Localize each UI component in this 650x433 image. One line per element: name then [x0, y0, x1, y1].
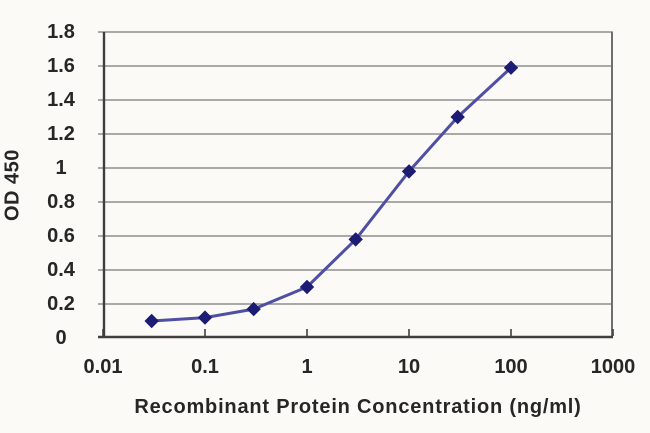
- plot-area: [98, 31, 614, 339]
- data-point-marker: [450, 109, 465, 125]
- data-point-marker: [401, 164, 417, 179]
- x-axis-title: Recombinant Protein Concentration (ng/ml…: [134, 396, 582, 418]
- data-point-marker: [246, 301, 261, 317]
- y-tick-label: 0.8: [47, 191, 75, 213]
- data-point-marker: [503, 60, 519, 75]
- y-axis-tick-labels: 0 0.2 0.4 0.6 0.8 1 1.2 1.4 1.6 1.8: [28, 21, 94, 349]
- data-point-marker: [348, 232, 363, 247]
- y-tick-label: 0.6: [47, 225, 75, 247]
- y-tick-label: 1: [55, 157, 67, 179]
- y-tick-label: 1.2: [47, 123, 75, 145]
- data-point-marker: [299, 279, 315, 295]
- series-line: [150, 66, 513, 323]
- y-tick-label: 0.4: [47, 259, 75, 281]
- y-tick-label: 0: [55, 327, 67, 349]
- x-tick-label: 10: [397, 356, 421, 378]
- series-plot: [98, 31, 614, 339]
- y-tick-label: 0.2: [47, 293, 75, 315]
- x-tick-label: 100: [494, 356, 528, 378]
- x-tick-label: 0.01: [83, 356, 123, 378]
- x-tick-label: 1: [301, 356, 313, 378]
- data-point-marker: [144, 313, 159, 329]
- y-axis-title: OD 450: [1, 149, 24, 221]
- y-tick-label: 1.4: [47, 89, 75, 111]
- x-axis-tick-labels: 0.01 0.1 1 10 100 1000: [84, 354, 636, 380]
- x-tick-label: 0.1: [191, 356, 219, 378]
- x-tick-label: 1000: [590, 356, 636, 378]
- y-tick-label: 1.6: [47, 55, 75, 77]
- data-point-marker: [197, 310, 213, 325]
- y-tick-label: 1.8: [47, 21, 75, 43]
